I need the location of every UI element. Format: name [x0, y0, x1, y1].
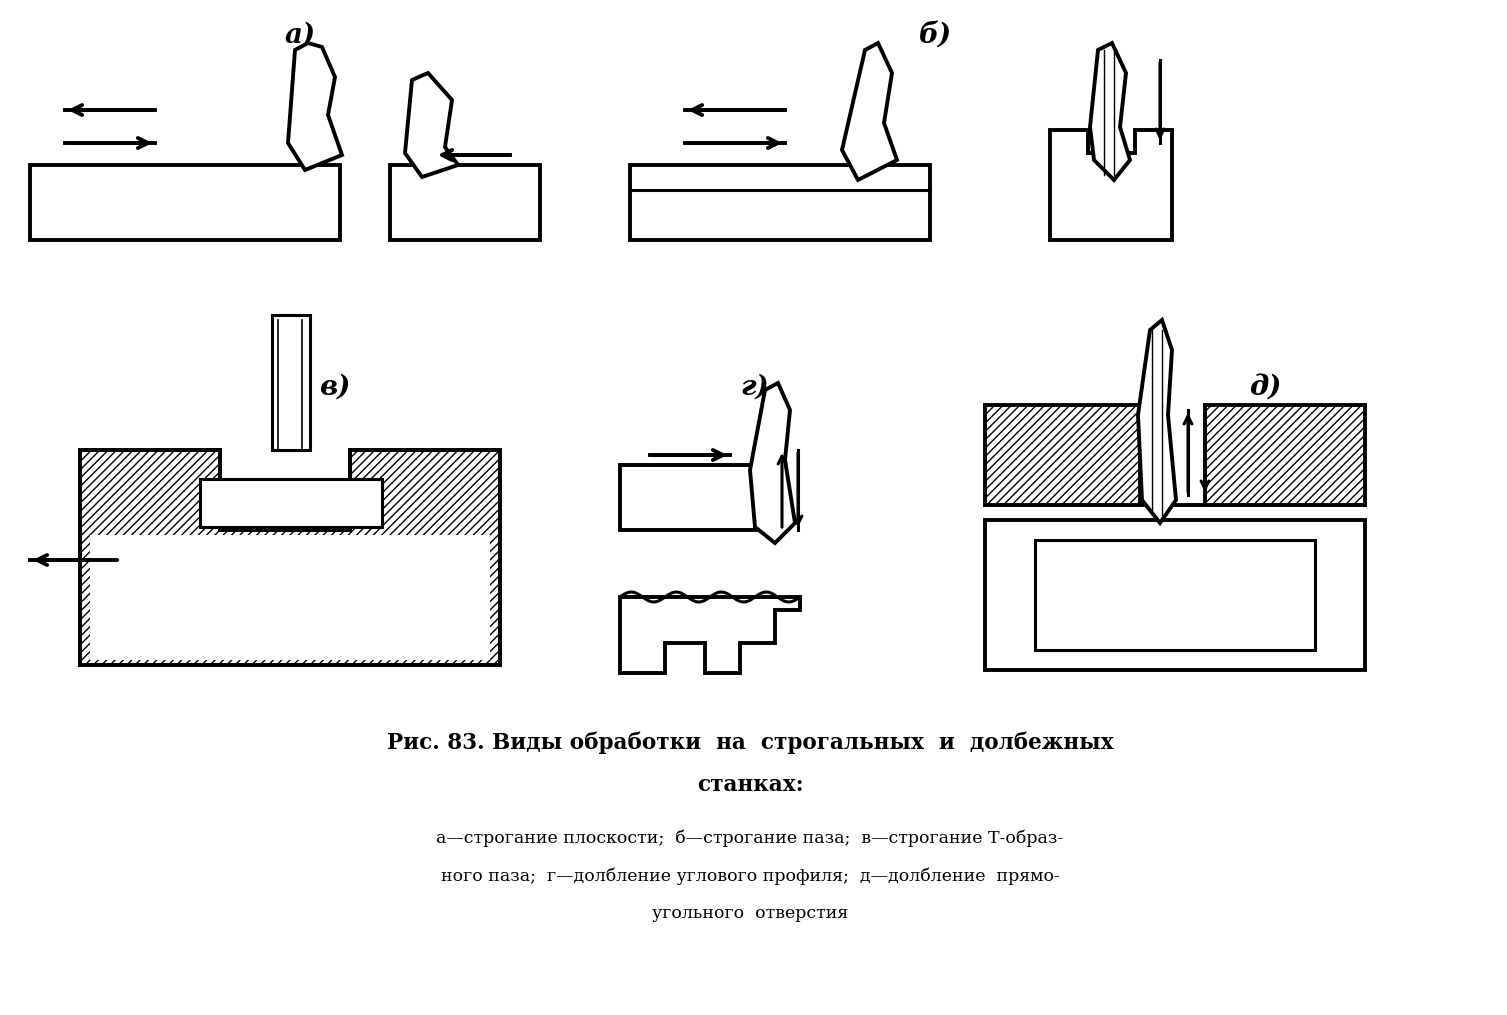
Bar — [619, 465, 770, 530]
Polygon shape — [619, 597, 800, 673]
Polygon shape — [1090, 43, 1130, 180]
Bar — [271, 315, 310, 450]
Bar — [986, 520, 1365, 670]
Bar — [30, 165, 341, 240]
Bar — [1035, 540, 1316, 650]
Bar — [350, 450, 500, 530]
Text: г): г) — [740, 374, 770, 401]
Bar — [220, 450, 350, 530]
Bar — [390, 165, 540, 240]
Text: а—строгание плоскости;  б—строгание паза;  в—строгание Т-образ-: а—строгание плоскости; б—строгание паза;… — [437, 829, 1064, 847]
Text: в): в) — [319, 374, 351, 401]
Bar — [986, 405, 1139, 505]
Bar — [80, 530, 500, 665]
Bar — [80, 450, 220, 530]
Text: станках:: станках: — [696, 774, 803, 796]
Text: б): б) — [918, 21, 951, 49]
Text: ного паза;  г—долбление углового профиля;  д—долбление  прямо-: ного паза; г—долбление углового профиля;… — [440, 867, 1059, 885]
Text: д): д) — [1249, 374, 1281, 401]
Polygon shape — [1138, 320, 1175, 523]
Polygon shape — [1050, 130, 1172, 240]
Bar — [90, 535, 490, 660]
Polygon shape — [842, 43, 897, 180]
Bar — [200, 479, 381, 527]
Text: угольного  отверстия: угольного отверстия — [653, 905, 848, 923]
Text: а): а) — [285, 21, 315, 49]
Bar — [1206, 405, 1365, 505]
Text: Рис. 83. Виды обработки  на  строгальных  и  долбежных: Рис. 83. Виды обработки на строгальных и… — [387, 732, 1114, 754]
Bar — [630, 165, 930, 240]
Polygon shape — [405, 73, 458, 177]
Polygon shape — [750, 383, 796, 543]
Polygon shape — [288, 43, 342, 170]
